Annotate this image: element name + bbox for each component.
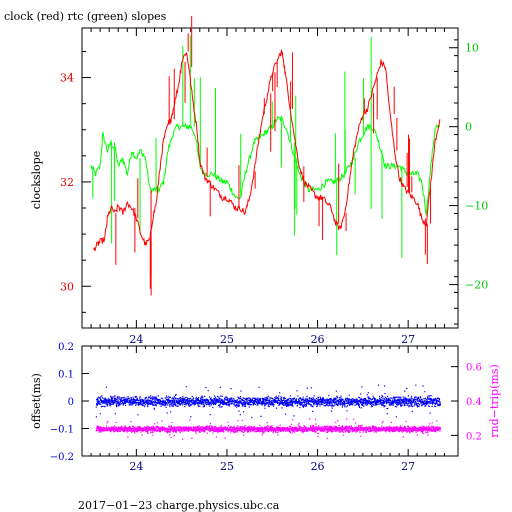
y2-tick-label: 0.6 — [466, 363, 482, 374]
bottom-axes: 24 25 26 27 0.2 0.1 0 −0.1 −0.2 0.6 0.4 0.2 — [50, 342, 482, 473]
x-tick-label: 25 — [220, 333, 234, 346]
top-axes: 24 25 26 27 30 32 34 10 0 −10 −20 — [60, 28, 488, 346]
roundtrip-points — [95, 418, 441, 440]
y-tick-label: 0.2 — [58, 342, 74, 353]
y2-tick-label: 0.4 — [466, 397, 482, 408]
top-plot-frame — [81, 27, 459, 329]
bottom-y2-axis-label: rnd−trip(ms) — [488, 364, 501, 438]
y2-tick-label: 0.2 — [466, 431, 482, 442]
y2-tick-label: −10 — [465, 200, 488, 213]
y-tick-label: 0 — [68, 397, 74, 408]
y-tick-label: 0.1 — [58, 370, 74, 381]
top-chart-title: clock (red) rtc (green) slopes — [4, 10, 167, 23]
x-tick-label: 24 — [129, 333, 143, 346]
y-tick-label: 32 — [60, 176, 74, 189]
rtc-slope-line — [90, 115, 441, 216]
y-tick-label: 30 — [60, 280, 74, 293]
footer-text: 2017−01−23 charge.physics.ubc.ca — [78, 499, 280, 512]
top-series-group — [90, 16, 441, 296]
clock-slope-line — [93, 48, 441, 252]
x-tick-label: 24 — [129, 460, 143, 473]
x-tick-label: 27 — [401, 460, 415, 473]
x-tick-label: 26 — [311, 460, 325, 473]
x-tick-label: 26 — [311, 333, 325, 346]
y-tick-label: 34 — [60, 72, 74, 85]
top-y-axis-label: clockslope — [30, 151, 43, 209]
offset-points — [95, 384, 441, 419]
y-tick-label: −0.2 — [50, 452, 74, 463]
bottom-series-group — [95, 384, 441, 440]
x-tick-label: 25 — [220, 460, 234, 473]
y2-tick-label: −20 — [465, 279, 488, 292]
y2-tick-label: 10 — [465, 42, 479, 55]
x-tick-label: 27 — [401, 333, 415, 346]
y2-tick-label: 0 — [465, 121, 472, 134]
bottom-y-axis-label: offset(ms) — [30, 373, 43, 429]
y-tick-label: −0.1 — [50, 425, 74, 436]
